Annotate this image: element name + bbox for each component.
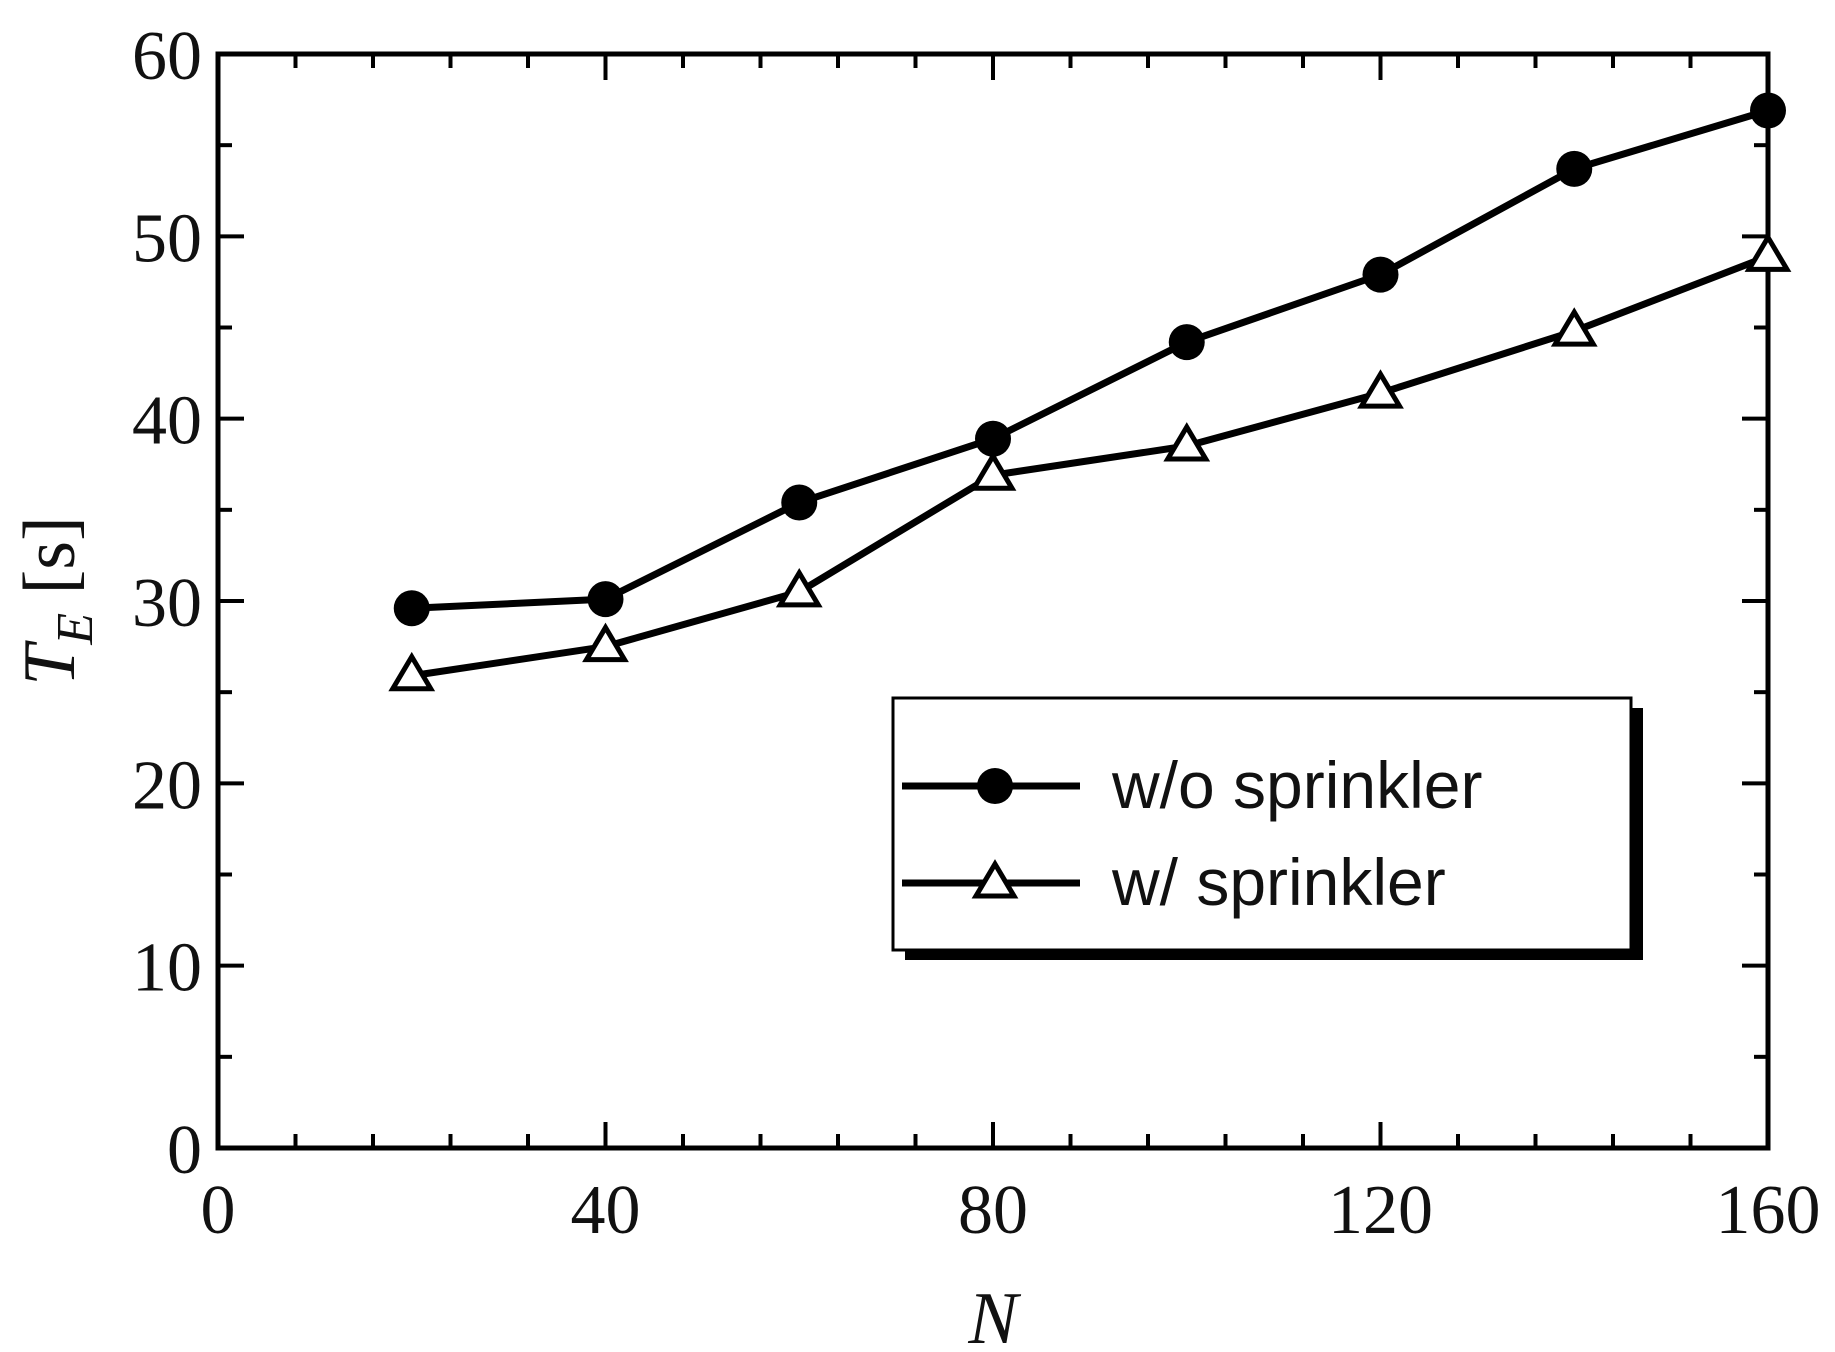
data-point: [1362, 256, 1399, 293]
legend-entry-1: w/ sprinkler: [902, 845, 1446, 919]
data-point: [781, 484, 818, 521]
y-axis-label: TE [s]: [9, 516, 104, 686]
legend-entry-0: w/o sprinkler: [902, 748, 1482, 822]
data-point: [388, 651, 436, 692]
legend-marker-0: [977, 768, 1013, 804]
data-point: [1168, 324, 1205, 361]
x-tick-label: 40: [571, 1172, 641, 1249]
y-axis-label-sub: E: [47, 613, 104, 646]
data-point: [775, 567, 823, 608]
data-point: [975, 420, 1011, 457]
y-tick-label: 40: [132, 383, 202, 460]
x-tick-label: 80: [958, 1172, 1028, 1249]
y-tick-label: 50: [132, 200, 202, 277]
legend-marker-1: [971, 859, 1019, 899]
svg-text:TE [s]: TE [s]: [9, 516, 104, 686]
series-0: [393, 92, 1786, 627]
axis-tick-labels: 0 40 80 120 160 0 10 20 30 40 50 60: [132, 18, 1821, 1249]
y-tick-label: 0: [167, 1112, 202, 1189]
data-point: [969, 451, 1017, 491]
x-tick-label: 0: [201, 1172, 236, 1249]
data-point: [1163, 422, 1211, 462]
x-axis-label: N: [967, 1278, 1021, 1352]
y-axis-label-unit: [s]: [9, 516, 91, 594]
y-tick-label: 30: [132, 565, 202, 642]
y-axis-label-main: T: [9, 640, 91, 686]
plot-frame: [215, 51, 1771, 1151]
axis-ticks: [218, 54, 1768, 1148]
data-point: [1357, 369, 1404, 409]
data-point: [393, 590, 430, 627]
series-line: [411, 107, 1770, 612]
data-point: [1556, 150, 1593, 187]
series-layer: [388, 92, 1792, 692]
series-1: [388, 232, 1792, 692]
y-tick-label: 60: [132, 18, 202, 95]
data-point: [582, 622, 629, 663]
y-tick-label: 20: [132, 747, 202, 824]
x-tick-label: 120: [1328, 1172, 1433, 1249]
y-tick-label: 10: [132, 930, 202, 1007]
x-tick-label: 160: [1716, 1172, 1821, 1249]
legend-label-0: w/o sprinkler: [1111, 748, 1482, 822]
legend-label-1: w/ sprinkler: [1111, 845, 1446, 919]
series-line: [411, 253, 1770, 680]
legend-box: [891, 696, 1633, 952]
data-point: [1750, 92, 1786, 129]
data-point: [1550, 307, 1598, 347]
data-point: [1744, 232, 1792, 272]
data-point: [587, 581, 624, 618]
legend: w/o sprinkler w/ sprinkler: [891, 696, 1643, 960]
